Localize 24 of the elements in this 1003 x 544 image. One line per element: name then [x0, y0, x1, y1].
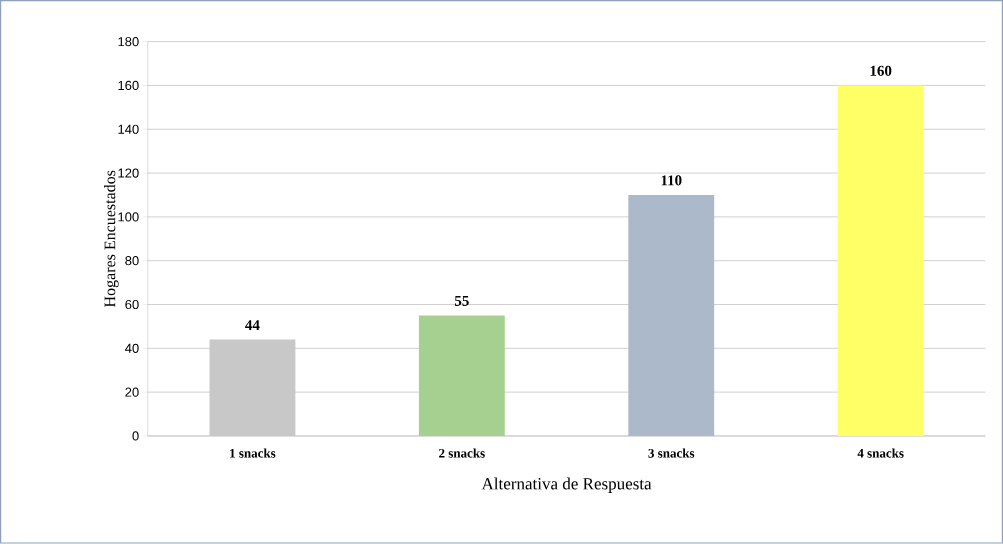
- bar: [628, 195, 715, 437]
- y-tick-label: 20: [125, 387, 139, 397]
- y-axis-title: Hogares Encuestados: [104, 170, 119, 308]
- y-tick-label: 60: [125, 300, 139, 310]
- x-tick-label: 4 snacks: [857, 448, 904, 458]
- y-tick-label: 0: [132, 431, 139, 441]
- x-tick-label: 3 snacks: [648, 448, 695, 458]
- x-tick-label: 1 snacks: [230, 448, 276, 458]
- y-tick-label: 40: [125, 343, 139, 354]
- data-label: 44: [245, 320, 260, 331]
- y-tick-label: 120: [118, 168, 139, 178]
- bar: [837, 85, 924, 437]
- bar: [418, 315, 505, 437]
- y-tick-label: 80: [125, 256, 139, 266]
- bar: [209, 339, 296, 437]
- y-tick-label: 160: [118, 81, 139, 91]
- y-tick-label: 180: [118, 37, 139, 47]
- y-tick-label: 100: [118, 212, 139, 222]
- y-tick-label: 140: [118, 124, 139, 135]
- data-label: 160: [870, 65, 892, 77]
- x-tick-label: 2 snacks: [439, 448, 485, 458]
- data-label: 55: [454, 296, 469, 307]
- data-label: 110: [661, 175, 682, 186]
- x-axis-title: Alternativa de Respuesta: [481, 477, 652, 494]
